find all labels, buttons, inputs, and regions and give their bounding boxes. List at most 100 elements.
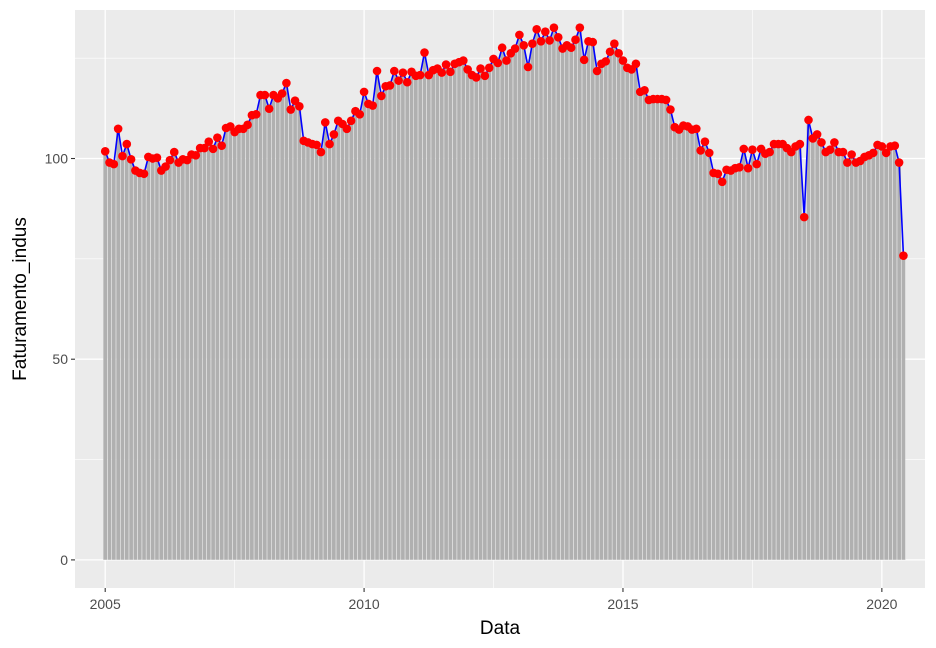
bar [232,131,237,560]
bar [534,29,539,560]
bar [802,217,807,560]
bar [288,109,293,560]
bar [879,146,884,560]
bar [280,93,285,560]
data-point [696,146,705,155]
data-point [700,137,710,146]
points [100,23,908,260]
bar [500,47,505,560]
bar [629,69,634,560]
data-point [264,104,274,114]
bar [746,168,751,560]
data-point [372,66,382,76]
bar [672,127,677,560]
data-point [320,118,330,127]
bar [677,129,682,560]
bar [241,128,246,560]
data-point [661,95,671,105]
data-point [394,76,403,85]
data-point [446,67,455,77]
bar [702,141,707,560]
data-point [398,68,408,77]
data-point [342,124,352,134]
bar [387,85,392,560]
bar [142,173,147,560]
data-point [666,105,675,114]
y-axis: 0 50 100 [45,151,75,568]
data-point [541,27,550,36]
bar [198,148,203,560]
bar [733,168,738,560]
bar [103,151,108,560]
bar [461,60,466,560]
bar [638,91,643,560]
data-point [126,155,136,164]
bar [888,146,893,560]
bar [841,152,846,560]
data-point [355,110,365,119]
bar [897,162,902,560]
bar [646,99,651,560]
data-point [847,150,856,159]
data-point [476,64,485,73]
bar [767,152,772,560]
bar [685,126,690,560]
data-point [571,35,580,45]
data-point [519,41,529,50]
bar [526,66,531,560]
bar [875,144,880,560]
data-point [614,49,623,58]
bar [771,143,777,560]
bar [633,63,638,560]
y-tick-label: 100 [45,151,69,167]
bar [185,160,190,560]
data-point [536,37,546,46]
bar [297,106,302,560]
data-point [282,78,291,88]
bar [720,181,725,560]
data-point [459,56,468,65]
data-point [618,56,628,65]
bar [780,143,785,560]
bar [689,129,695,560]
bar [892,145,897,560]
bar [133,170,138,560]
data-point [605,47,615,57]
bar [258,95,263,560]
bar [456,62,462,560]
bar [698,150,703,560]
data-point [109,159,119,169]
bar [120,156,125,560]
bar [871,152,876,560]
data-point [480,71,490,81]
bar [901,255,906,560]
data-point [739,144,749,154]
bar [750,149,755,560]
data-point [243,120,252,130]
bar [435,68,440,560]
bar [370,105,375,560]
bar [465,69,470,560]
bar [211,148,216,560]
y-axis-title: Faturamento_indus [10,217,31,381]
bar [603,61,608,560]
data-point [497,43,507,53]
data-point [368,101,378,110]
data-point [817,138,826,147]
bar [823,152,828,560]
bar [163,166,168,560]
data-point [717,177,727,187]
bar [228,126,233,560]
data-point [152,153,162,163]
bar [789,152,794,560]
bar [491,58,496,560]
data-point [743,163,753,173]
x-axis: 2005 2010 2015 2020 [90,588,898,612]
data-point [799,212,809,222]
data-point [286,105,296,114]
data-point [579,55,589,65]
bar [137,172,142,560]
bar [344,128,349,560]
data-point [894,158,904,167]
bar [625,67,630,560]
